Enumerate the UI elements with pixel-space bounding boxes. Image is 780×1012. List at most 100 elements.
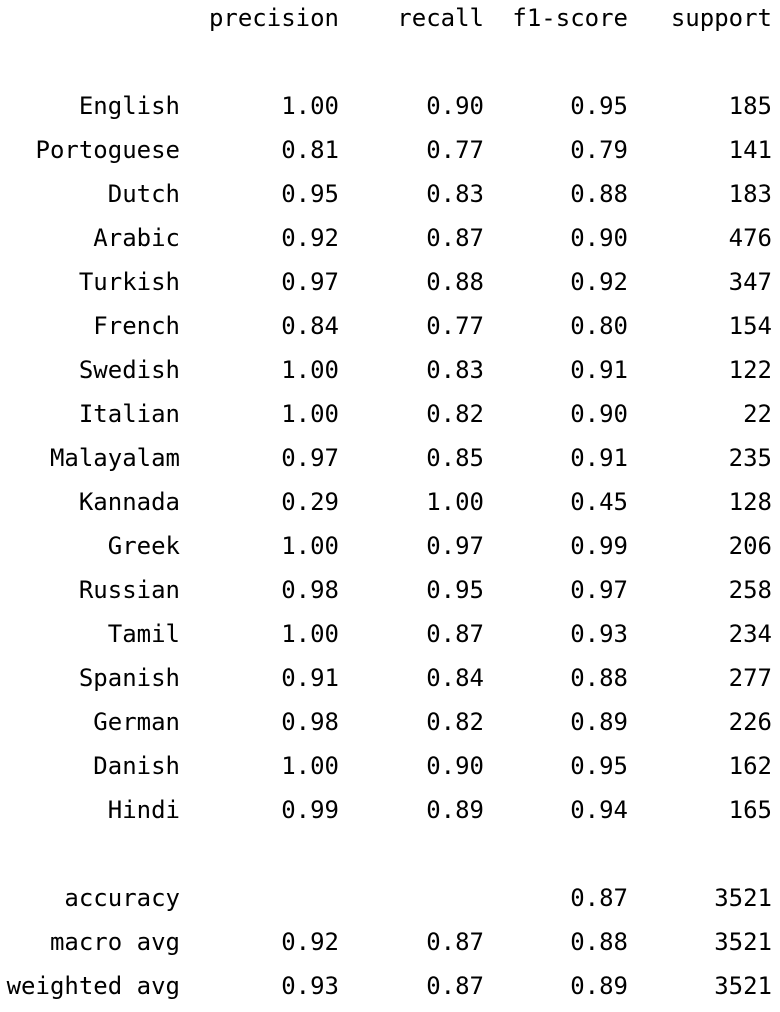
row-support: 206 <box>728 532 772 560</box>
row-recall: 0.83 <box>426 180 484 208</box>
row-f1-score: 0.80 <box>570 312 628 340</box>
row-f1-score: 0.45 <box>570 488 628 516</box>
summary-row-accuracy: accuracy 0.87 3521 <box>0 880 780 924</box>
table-row: Turkish 0.97 0.88 0.92 347 <box>0 264 780 308</box>
summary-support: 3521 <box>714 972 772 1000</box>
row-recall: 0.89 <box>426 796 484 824</box>
table-row: Spanish 0.91 0.84 0.88 277 <box>0 660 780 704</box>
row-support: 226 <box>728 708 772 736</box>
row-label: English <box>78 92 180 120</box>
row-f1-score: 0.90 <box>570 224 628 252</box>
row-support: 141 <box>728 136 772 164</box>
header-row: precision recall f1-score support <box>0 0 780 44</box>
table-row: Danish 1.00 0.90 0.95 162 <box>0 748 780 792</box>
row-support: 22 <box>743 400 772 428</box>
table-row: Dutch 0.95 0.83 0.88 183 <box>0 176 780 220</box>
row-label: Kannada <box>78 488 180 516</box>
row-recall: 0.87 <box>426 620 484 648</box>
row-f1-score: 0.94 <box>570 796 628 824</box>
summary-row-macro-avg: macro avg 0.92 0.87 0.88 3521 <box>0 924 780 968</box>
row-support: 154 <box>728 312 772 340</box>
row-precision: 0.92 <box>281 224 339 252</box>
table-row: Tamil 1.00 0.87 0.93 234 <box>0 616 780 660</box>
row-support: 234 <box>728 620 772 648</box>
row-precision: 1.00 <box>281 356 339 384</box>
row-label: Turkish <box>78 268 180 296</box>
row-f1-score: 0.79 <box>570 136 628 164</box>
row-f1-score: 0.95 <box>570 752 628 780</box>
row-f1-score: 0.88 <box>570 180 628 208</box>
row-label: French <box>93 312 180 340</box>
table-row: Russian 0.98 0.95 0.97 258 <box>0 572 780 616</box>
row-recall: 0.83 <box>426 356 484 384</box>
row-label: Russian <box>78 576 180 604</box>
header-f1-score: f1-score <box>512 4 628 32</box>
table-row: Portoguese 0.81 0.77 0.79 141 <box>0 132 780 176</box>
row-recall: 0.95 <box>426 576 484 604</box>
row-recall: 1.00 <box>426 488 484 516</box>
row-support: 347 <box>728 268 772 296</box>
row-label: Spanish <box>78 664 180 692</box>
row-label: Malayalam <box>49 444 180 472</box>
row-support: 258 <box>728 576 772 604</box>
row-precision: 0.98 <box>281 708 339 736</box>
row-recall: 0.77 <box>426 312 484 340</box>
header-support: support <box>670 4 772 32</box>
row-recall: 0.88 <box>426 268 484 296</box>
row-label: Greek <box>107 532 180 560</box>
row-label: Italian <box>78 400 180 428</box>
row-label: Portoguese <box>35 136 181 164</box>
header-recall: recall <box>397 4 484 32</box>
row-precision: 0.91 <box>281 664 339 692</box>
summary-f1-score: 0.89 <box>570 972 628 1000</box>
table-row: English 1.00 0.90 0.95 185 <box>0 88 780 132</box>
table-row: Hindi 0.99 0.89 0.94 165 <box>0 792 780 836</box>
row-support: 165 <box>728 796 772 824</box>
row-precision: 0.84 <box>281 312 339 340</box>
row-label: Tamil <box>107 620 180 648</box>
row-precision: 1.00 <box>281 752 339 780</box>
row-support: 122 <box>728 356 772 384</box>
row-recall: 0.87 <box>426 224 484 252</box>
row-precision: 0.97 <box>281 268 339 296</box>
row-recall: 0.85 <box>426 444 484 472</box>
summary-f1-score: 0.88 <box>570 928 628 956</box>
summary-label: macro avg <box>49 928 180 956</box>
row-recall: 0.82 <box>426 400 484 428</box>
row-support: 128 <box>728 488 772 516</box>
table-row: Kannada 0.29 1.00 0.45 128 <box>0 484 780 528</box>
row-f1-score: 0.99 <box>570 532 628 560</box>
table-row: Italian 1.00 0.82 0.90 22 <box>0 396 780 440</box>
summary-f1-score: 0.87 <box>570 884 628 912</box>
row-recall: 0.90 <box>426 752 484 780</box>
row-support: 476 <box>728 224 772 252</box>
table-row: German 0.98 0.82 0.89 226 <box>0 704 780 748</box>
row-precision: 0.98 <box>281 576 339 604</box>
row-f1-score: 0.97 <box>570 576 628 604</box>
summary-recall: 0.87 <box>426 972 484 1000</box>
row-support: 183 <box>728 180 772 208</box>
row-f1-score: 0.91 <box>570 444 628 472</box>
row-label: Arabic <box>93 224 180 252</box>
summary-support: 3521 <box>714 928 772 956</box>
summary-support: 3521 <box>714 884 772 912</box>
table-row: Malayalam 0.97 0.85 0.91 235 <box>0 440 780 484</box>
summary-label: accuracy <box>64 884 180 912</box>
row-label: Hindi <box>107 796 180 824</box>
row-precision: 1.00 <box>281 92 339 120</box>
table-row: Arabic 0.92 0.87 0.90 476 <box>0 220 780 264</box>
row-precision: 1.00 <box>281 532 339 560</box>
row-precision: 0.97 <box>281 444 339 472</box>
row-precision: 0.81 <box>281 136 339 164</box>
row-f1-score: 0.88 <box>570 664 628 692</box>
table-row: French 0.84 0.77 0.80 154 <box>0 308 780 352</box>
row-f1-score: 0.92 <box>570 268 628 296</box>
row-precision: 0.29 <box>281 488 339 516</box>
row-recall: 0.82 <box>426 708 484 736</box>
summary-precision: 0.92 <box>281 928 339 956</box>
row-recall: 0.97 <box>426 532 484 560</box>
header-precision: precision <box>208 4 339 32</box>
row-label: Swedish <box>78 356 180 384</box>
row-f1-score: 0.93 <box>570 620 628 648</box>
row-label: Danish <box>93 752 180 780</box>
